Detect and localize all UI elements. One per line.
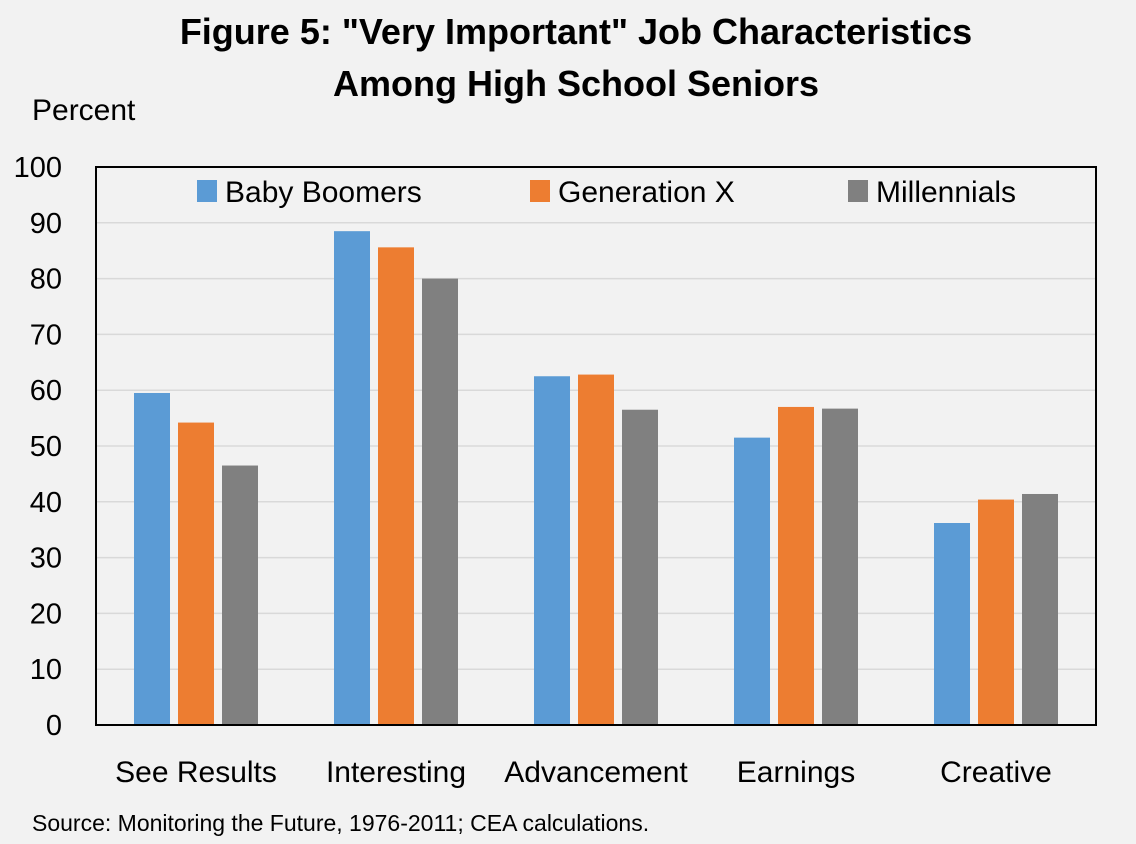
source-note: Source: Monitoring the Future, 1976-2011…: [32, 810, 650, 836]
y-tick-label: 70: [30, 319, 62, 351]
y-tick-labels: 0 10 20 30 40 50 60 70 80 90 100: [14, 152, 62, 742]
bar-baby-boomers-earnings: [734, 437, 770, 725]
bar-baby-boomers-see-results: [134, 392, 170, 725]
x-tick-label: See Results: [115, 756, 277, 789]
x-tick-label: Creative: [940, 756, 1052, 789]
bar-baby-boomers-advancement: [534, 376, 570, 725]
legend: Baby Boomers Generation X Millennials: [197, 176, 1016, 209]
x-tick-label: Advancement: [504, 756, 688, 789]
y-tick-label: 100: [14, 152, 62, 184]
legend-label: Millennials: [876, 176, 1016, 209]
x-tick-labels: See Results Interesting Advancement Earning…: [115, 756, 1052, 789]
y-tick-label: 60: [30, 375, 62, 407]
bar-generation-x-advancement: [578, 374, 614, 725]
legend-swatch: [848, 180, 868, 202]
y-tick-label: 20: [30, 598, 62, 630]
bar-generation-x-earnings: [778, 406, 814, 725]
y-tick-label: 40: [30, 487, 62, 519]
y-tick-label: 30: [30, 543, 62, 575]
legend-label: Generation X: [558, 176, 735, 209]
y-tick-label: 50: [30, 431, 62, 463]
legend-swatch: [530, 180, 550, 202]
x-tick-label: Interesting: [326, 756, 466, 789]
x-tick-label: Earnings: [737, 756, 855, 789]
bar-millennials-advancement: [622, 409, 658, 725]
chart-subtitle: Among High School Seniors: [332, 63, 820, 104]
bar-baby-boomers-interesting: [334, 231, 370, 726]
chart-title: Figure 5: "Very Important" Job Character…: [179, 11, 973, 52]
y-tick-label: 90: [30, 208, 62, 240]
bars: [134, 231, 1058, 726]
legend-label: Baby Boomers: [225, 176, 422, 209]
bar-generation-x-creative: [978, 499, 1014, 725]
bar-baby-boomers-creative: [934, 523, 970, 725]
bar-millennials-earnings: [822, 408, 858, 725]
y-tick-label: 80: [30, 264, 62, 296]
bar-generation-x-interesting: [378, 247, 414, 726]
legend-swatch: [197, 180, 217, 202]
y-axis-label: Percent: [32, 94, 136, 127]
bar-millennials-creative: [1022, 493, 1058, 725]
plot-frame: [95, 166, 1097, 726]
bar-generation-x-see-results: [178, 422, 214, 725]
y-tick-label: 0: [46, 710, 62, 742]
y-tick-label: 10: [30, 654, 62, 686]
bar-millennials-interesting: [422, 278, 458, 725]
bar-millennials-see-results: [222, 465, 258, 725]
